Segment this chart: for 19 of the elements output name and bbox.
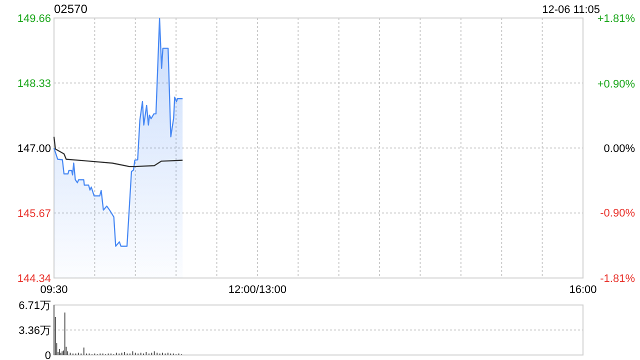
y2-tick-label: +1.81% [597, 13, 636, 25]
y-tick-label: 144.34 [17, 273, 51, 285]
y-tick-label: 6.71万 [18, 300, 51, 312]
y2-tick-label: -1.81% [600, 273, 636, 285]
y-tick-label: 149.66 [17, 13, 51, 25]
y-tick-label: 0 [44, 350, 51, 360]
y2-tick-label: -0.90% [600, 208, 636, 220]
y2-tick-label: +0.90% [597, 78, 636, 90]
y-tick-label: 147.00 [17, 143, 51, 155]
line-series [53, 136, 184, 168]
x-tick-label: 09:30 [40, 284, 68, 296]
y-tick-label: 3.36万 [18, 324, 51, 337]
y-tick-label: 145.67 [17, 208, 51, 220]
y2-tick-label: 0.00% [604, 143, 636, 155]
text: 12-06 11:05 [542, 4, 600, 16]
x-tick-label: 12:00/13:00 [228, 284, 287, 296]
x-tick-label: 16:00 [569, 284, 597, 296]
y-tick-label: 148.33 [17, 78, 51, 90]
chart-title: 02570 [54, 2, 88, 16]
